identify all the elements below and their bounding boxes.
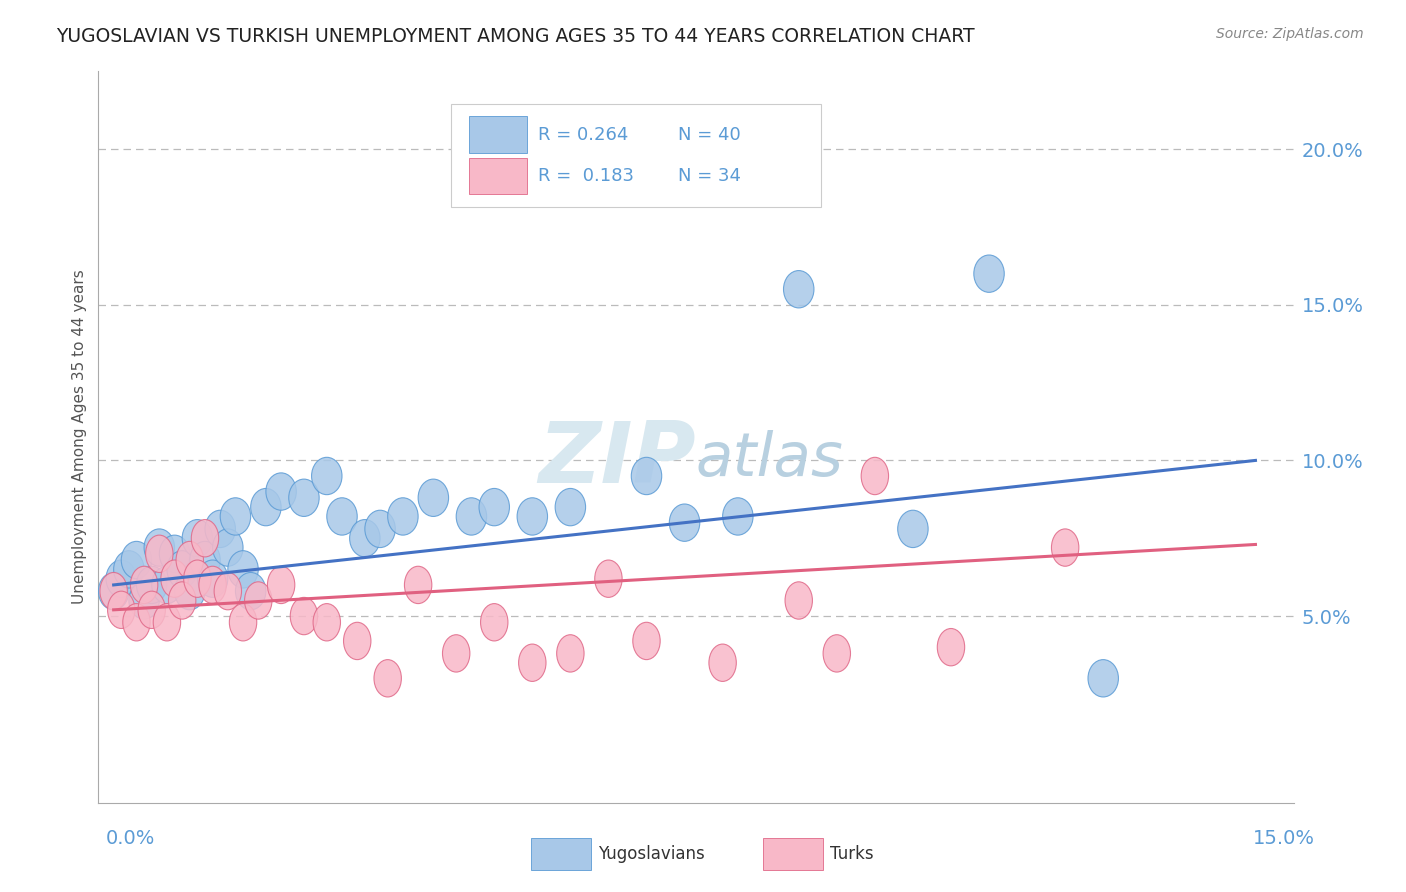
Ellipse shape: [153, 604, 180, 641]
Ellipse shape: [235, 573, 266, 610]
FancyBboxPatch shape: [470, 117, 527, 153]
Ellipse shape: [783, 270, 814, 308]
Ellipse shape: [250, 489, 281, 525]
Ellipse shape: [288, 479, 319, 516]
Text: Yugoslavians: Yugoslavians: [598, 845, 704, 863]
Ellipse shape: [364, 510, 395, 548]
Ellipse shape: [245, 582, 271, 619]
Ellipse shape: [723, 498, 754, 535]
Ellipse shape: [456, 498, 486, 535]
Ellipse shape: [785, 582, 813, 619]
Ellipse shape: [212, 529, 243, 566]
Ellipse shape: [388, 498, 418, 535]
Ellipse shape: [205, 510, 235, 548]
Text: ZIP: ZIP: [538, 417, 696, 500]
Ellipse shape: [190, 541, 221, 579]
Ellipse shape: [593, 161, 624, 199]
Ellipse shape: [405, 566, 432, 604]
Ellipse shape: [974, 255, 1004, 293]
Ellipse shape: [1052, 529, 1078, 566]
Ellipse shape: [314, 604, 340, 641]
Ellipse shape: [631, 458, 662, 495]
Ellipse shape: [669, 504, 700, 541]
Ellipse shape: [326, 498, 357, 535]
Ellipse shape: [481, 604, 508, 641]
Ellipse shape: [823, 635, 851, 672]
Ellipse shape: [121, 541, 152, 579]
Ellipse shape: [174, 573, 205, 610]
Text: Turks: Turks: [830, 845, 873, 863]
Ellipse shape: [1088, 659, 1118, 697]
Ellipse shape: [197, 560, 228, 598]
Ellipse shape: [143, 529, 174, 566]
Ellipse shape: [184, 560, 211, 598]
Ellipse shape: [312, 458, 342, 495]
Ellipse shape: [290, 598, 318, 635]
Ellipse shape: [131, 566, 157, 604]
Ellipse shape: [595, 560, 621, 598]
Text: R =  0.183: R = 0.183: [538, 168, 634, 186]
Ellipse shape: [105, 560, 136, 598]
Ellipse shape: [129, 582, 159, 619]
Ellipse shape: [519, 644, 546, 681]
Ellipse shape: [709, 644, 737, 681]
Ellipse shape: [136, 566, 167, 604]
Text: N = 34: N = 34: [678, 168, 741, 186]
Ellipse shape: [122, 604, 150, 641]
Ellipse shape: [350, 519, 380, 557]
Ellipse shape: [555, 489, 585, 525]
Ellipse shape: [228, 550, 259, 588]
Ellipse shape: [938, 629, 965, 665]
Ellipse shape: [557, 635, 583, 672]
Ellipse shape: [191, 519, 219, 557]
Ellipse shape: [138, 591, 166, 629]
Text: 15.0%: 15.0%: [1253, 829, 1315, 848]
Ellipse shape: [98, 573, 129, 610]
Ellipse shape: [176, 541, 204, 579]
Ellipse shape: [443, 635, 470, 672]
Ellipse shape: [479, 489, 509, 525]
Ellipse shape: [860, 458, 889, 495]
Text: YUGOSLAVIAN VS TURKISH UNEMPLOYMENT AMONG AGES 35 TO 44 YEARS CORRELATION CHART: YUGOSLAVIAN VS TURKISH UNEMPLOYMENT AMON…: [56, 27, 974, 45]
Ellipse shape: [167, 550, 197, 588]
Ellipse shape: [418, 479, 449, 516]
Ellipse shape: [221, 498, 250, 535]
Ellipse shape: [633, 623, 661, 659]
Ellipse shape: [214, 573, 242, 610]
Ellipse shape: [100, 573, 128, 610]
Ellipse shape: [198, 566, 226, 604]
Text: Source: ZipAtlas.com: Source: ZipAtlas.com: [1216, 27, 1364, 41]
Ellipse shape: [114, 550, 143, 588]
Text: 0.0%: 0.0%: [105, 829, 155, 848]
Ellipse shape: [159, 535, 190, 573]
FancyBboxPatch shape: [451, 104, 821, 207]
Text: N = 40: N = 40: [678, 126, 741, 144]
Y-axis label: Unemployment Among Ages 35 to 44 years: Unemployment Among Ages 35 to 44 years: [72, 269, 87, 605]
Ellipse shape: [169, 582, 195, 619]
Ellipse shape: [107, 591, 135, 629]
Ellipse shape: [374, 659, 401, 697]
Ellipse shape: [267, 566, 295, 604]
Ellipse shape: [897, 510, 928, 548]
Ellipse shape: [152, 566, 183, 604]
Ellipse shape: [160, 560, 188, 598]
Ellipse shape: [266, 473, 297, 510]
Ellipse shape: [229, 604, 257, 641]
Text: R = 0.264: R = 0.264: [538, 126, 628, 144]
Text: atlas: atlas: [696, 430, 844, 489]
Ellipse shape: [146, 535, 173, 573]
Ellipse shape: [343, 623, 371, 659]
Ellipse shape: [517, 498, 547, 535]
Ellipse shape: [183, 519, 212, 557]
FancyBboxPatch shape: [470, 158, 527, 194]
